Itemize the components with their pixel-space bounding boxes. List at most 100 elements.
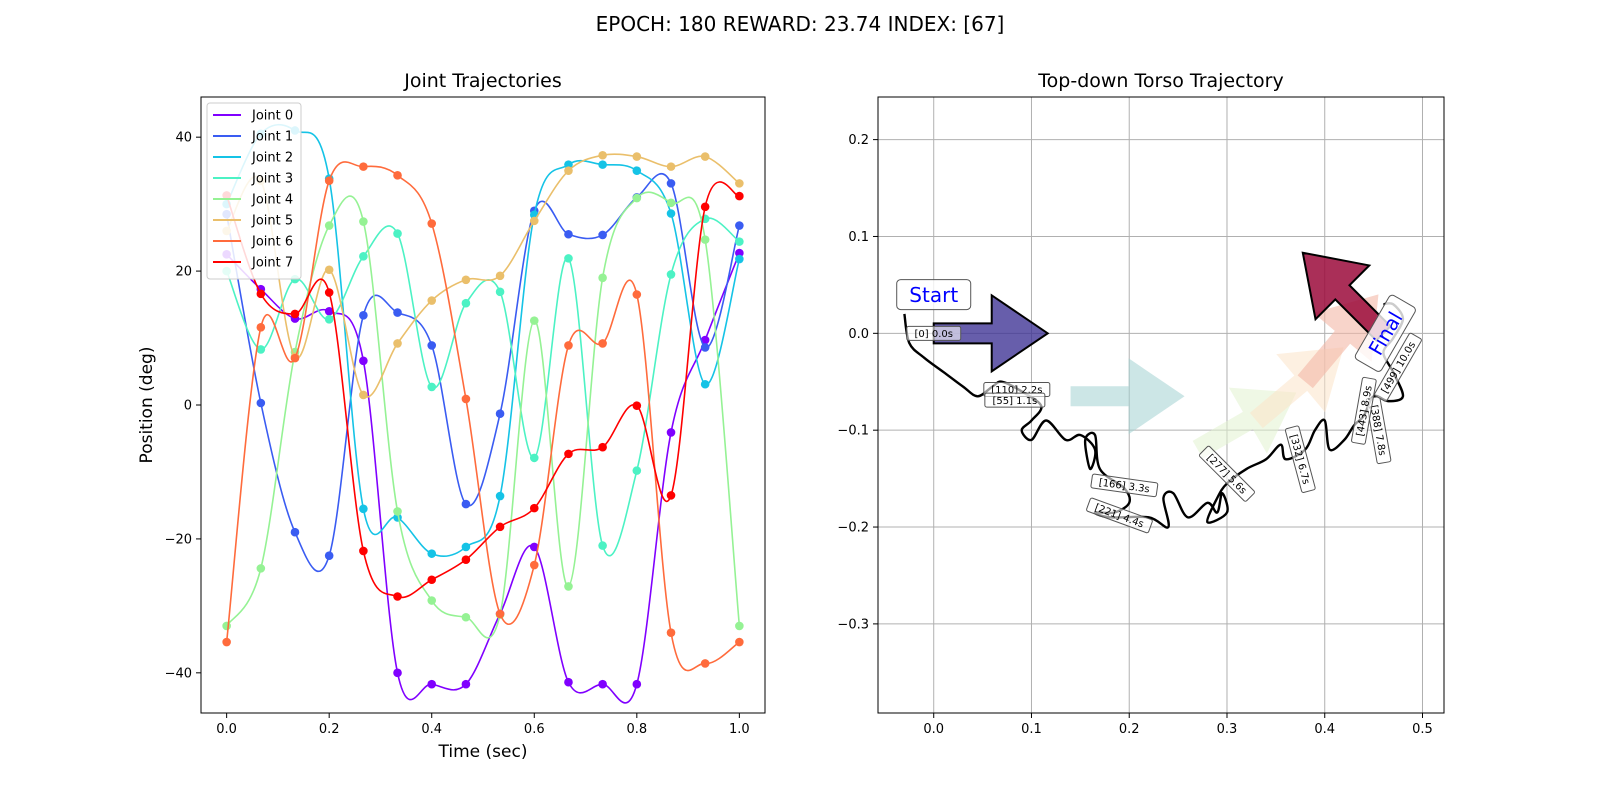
right-panel-title: Top-down Torso Trajectory [1037, 70, 1283, 92]
data-point-joint-0-6 [427, 679, 437, 689]
data-point-joint-6-6 [427, 219, 437, 228]
annotation-text: [277] 5.6s [1204, 453, 1248, 497]
heading-arrow-0 [932, 293, 1050, 374]
data-point-joint-0-11 [598, 679, 607, 689]
series-line-joint-5 [225, 153, 740, 398]
data-point-joint-6-11 [598, 339, 607, 348]
data-point-joint-4-0 [222, 621, 231, 631]
right-x-tick-label: 0.4 [1314, 722, 1335, 737]
data-point-joint-2-15 [735, 254, 744, 264]
data-point-joint-5-8 [495, 271, 505, 281]
data-point-joint-7-5 [393, 592, 402, 601]
legend-label-joint-6: Joint 6 [251, 235, 293, 250]
data-point-joint-6-4 [359, 162, 368, 171]
data-point-joint-5-15 [735, 179, 744, 188]
data-point-joint-5-13 [666, 162, 676, 171]
data-point-joint-2-6 [427, 549, 437, 558]
annotation-text: [110] 2.2s [991, 385, 1042, 396]
left-y-tick-label: −20 [165, 532, 192, 547]
data-point-joint-3-3 [324, 314, 334, 324]
left-x-tick-label: 1.0 [729, 722, 750, 737]
right-grid [878, 97, 1444, 713]
data-point-joint-1-1 [256, 398, 266, 408]
data-point-joint-5-5 [393, 339, 402, 348]
data-point-joint-6-0 [222, 637, 231, 647]
left-axis-ticks: 0.0 0.2 0.4 0.6 0.8 1.0 −40 −20 0 20 40 [165, 131, 750, 737]
data-point-joint-1-10 [564, 229, 573, 239]
left-y-axis-label: Position (deg) [137, 347, 157, 464]
data-point-joint-1-11 [598, 230, 607, 240]
annotation-box [1284, 425, 1316, 493]
data-point-joint-2-11 [598, 160, 607, 169]
data-point-joint-2-14 [700, 379, 710, 389]
data-point-joint-1-8 [495, 409, 505, 419]
data-point-joint-6-14 [700, 659, 710, 668]
data-point-joint-0-14 [700, 335, 710, 345]
torso-trajectory-panel: Top-down Torso Trajectory Start [0] 0.0s [… [837, 70, 1445, 737]
data-point-joint-6-10 [564, 341, 573, 350]
data-point-joint-3-13 [666, 270, 676, 279]
data-point-joint-6-3 [324, 176, 334, 185]
time-annotation: [55] 1.1s [984, 392, 1046, 408]
right-x-tick-label: 0.1 [1021, 722, 1042, 737]
left-plot-area [222, 123, 744, 704]
annotation-box [1354, 294, 1416, 372]
left-y-tick-label: 0 [184, 399, 192, 414]
data-point-joint-3-10 [564, 254, 573, 263]
data-point-joint-4-15 [735, 621, 744, 631]
data-point-joint-5-11 [598, 150, 607, 160]
data-point-joint-5-14 [700, 152, 710, 161]
data-point-joint-0-10 [564, 677, 573, 687]
legend-label-joint-7: Joint 7 [251, 256, 293, 271]
annotation-text: [0] 0.0s [914, 329, 952, 340]
data-point-joint-5-6 [427, 296, 437, 305]
data-point-joint-4-3 [324, 221, 334, 230]
data-point-joint-1-2 [290, 527, 300, 537]
left-x-tick-label: 0.6 [524, 722, 545, 737]
data-point-joint-4-14 [700, 235, 710, 244]
left-x-tick-label: 0.8 [626, 722, 647, 737]
right-x-tick-label: 0.3 [1217, 722, 1238, 737]
data-point-joint-4-13 [666, 198, 676, 208]
data-point-joint-1-14 [700, 343, 710, 352]
data-point-joint-1-7 [461, 499, 471, 509]
annotation-box [1086, 497, 1153, 534]
data-point-joint-1-5 [393, 308, 402, 317]
series-line-joint-6 [225, 161, 740, 672]
data-point-joint-3-11 [598, 541, 607, 550]
data-point-joint-3-9 [529, 453, 539, 463]
data-point-joint-0-4 [359, 356, 368, 366]
left-legend: Joint 0 Joint 1 Joint 2 Joint 3 Joint 4 Joint… [206, 102, 302, 280]
data-point-joint-6-13 [666, 628, 676, 637]
data-point-joint-2-13 [666, 209, 676, 218]
data-point-joint-0-12 [632, 679, 642, 689]
time-annotation: [166] 3.3s [1090, 473, 1159, 498]
data-point-joint-3-1 [256, 345, 266, 354]
data-point-joint-3-4 [359, 252, 368, 261]
data-point-joint-7-4 [359, 546, 368, 556]
data-point-joint-2-8 [495, 491, 505, 501]
annotation-box [1351, 376, 1377, 445]
data-point-joint-7-2 [290, 309, 300, 319]
data-point-joint-5-10 [564, 166, 573, 175]
right-x-tick-label: 0.0 [923, 722, 944, 737]
data-point-joint-7-13 [666, 491, 676, 500]
data-point-joint-5-9 [529, 216, 539, 226]
data-point-joint-5-4 [359, 390, 368, 400]
data-point-joint-7-8 [495, 522, 505, 532]
data-point-joint-7-6 [427, 575, 437, 585]
right-y-tick-label: 0.1 [848, 230, 869, 245]
data-point-joint-4-7 [461, 612, 471, 622]
legend-box [206, 102, 302, 280]
annotation-box [1374, 332, 1422, 402]
series-line-joint-1 [225, 173, 741, 572]
data-point-joint-7-15 [735, 191, 744, 201]
data-point-joint-0-3 [324, 306, 334, 316]
time-annotation: [0] 0.0s [906, 325, 962, 341]
data-point-joint-7-14 [700, 202, 710, 212]
heading-arrows [932, 251, 1392, 459]
label-start: Start [896, 279, 972, 311]
annotation-text: [55] 1.1s [992, 396, 1037, 407]
data-point-joint-4-11 [598, 273, 607, 283]
